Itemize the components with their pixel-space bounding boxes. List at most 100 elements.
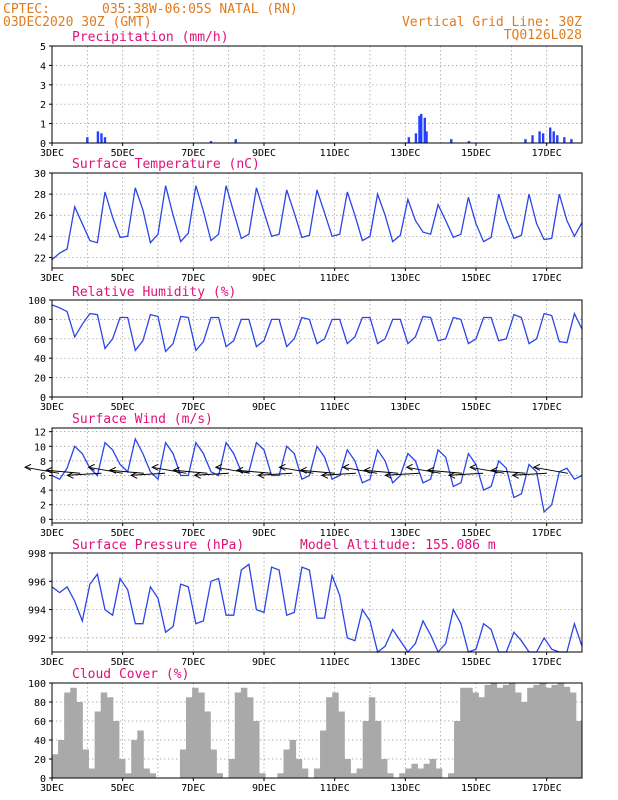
cloud-cover-bar: [454, 721, 461, 778]
pressure-annotation: Model Altitude: 155.086 m: [300, 538, 496, 553]
cloud-cover-bar: [563, 686, 571, 778]
wind-arrow-head: [193, 471, 201, 479]
temp-ytick-label: 26: [34, 211, 46, 222]
precip-bar: [552, 131, 555, 143]
cloud-cover-bar: [100, 692, 108, 778]
cloud-cover-bar: [380, 759, 388, 778]
rh-xtick-label: 13DEC: [390, 402, 420, 413]
wind-arrow-head: [490, 466, 498, 474]
header-code: TQ0126L028: [504, 28, 582, 43]
cloud-cover-bar: [82, 749, 89, 778]
wind-xtick-label: 5DEC: [111, 528, 135, 539]
precip-bar: [524, 139, 527, 143]
precip-frame: [51, 45, 583, 144]
temp-xtick-label: 9DEC: [252, 273, 276, 284]
cloud-xtick-label: 11DEC: [320, 783, 350, 794]
wind-arrow-head: [363, 466, 371, 474]
wind-arrow-head: [66, 471, 74, 479]
cloud-cover-bar: [313, 768, 321, 778]
rh-ytick-label: 20: [34, 374, 46, 385]
cloud-cover-bar: [137, 730, 144, 778]
cloud-cover-bar: [411, 763, 418, 778]
cloud-panel: 0 20 40 60 80 100 3DEC 5DEC 7DEC 9DEC 11DEC 13DEC 15…: [28, 667, 583, 794]
precip-bar: [414, 133, 418, 143]
wind-arrow-head: [405, 463, 413, 471]
wind-arrow-head: [341, 463, 350, 471]
precip-ytick-label: 2: [40, 100, 46, 111]
cloud-cover-bar: [423, 763, 431, 778]
cloud-cover-bar: [64, 692, 71, 778]
precip-bar: [549, 127, 552, 143]
header-grid-note: Vertical Grid Line: 30Z: [402, 15, 582, 30]
wind-arrow: [24, 466, 60, 474]
cloud-cover-bar: [192, 687, 199, 778]
wind-arrow: [237, 469, 272, 474]
cloud-cover-bar: [125, 773, 132, 778]
precip-bar: [96, 131, 100, 143]
cloud-cover-bar: [338, 711, 345, 778]
cloud-cover-bar: [405, 768, 412, 778]
wind-arrow-head: [532, 463, 541, 471]
cloud-cover-bar: [368, 697, 376, 778]
precip-bar: [234, 139, 237, 143]
wind-arrow-head: [511, 471, 519, 479]
wind-arrow: [533, 466, 568, 474]
cloud-title: Cloud Cover (%): [72, 667, 189, 682]
wind-title: Surface Wind (m/s): [72, 412, 213, 427]
pressure-xtick-label: 3DEC: [40, 657, 64, 668]
temp-ytick-label: 30: [34, 169, 46, 180]
cloud-cover-bar: [131, 740, 138, 778]
temp-frame: [51, 172, 583, 269]
cloud-cover-bar: [320, 730, 327, 778]
cloud-cover-bar: [496, 687, 504, 778]
precip-ytick-label: 3: [40, 81, 46, 92]
temp-ytick-label: 22: [34, 253, 46, 264]
cloud-cover-bar: [387, 773, 394, 778]
precip-title: Precipitation (mm/h): [72, 30, 229, 45]
cloud-cover-bar: [301, 768, 309, 778]
precip-ytick-label: 4: [40, 61, 46, 72]
wind-ytick-label: 12: [34, 428, 46, 439]
precip-panel: 0 1 2 3 4 5 3DEC 5DEC 7DEC 9DEC 11DEC 13DEC 15DEC 17D…: [40, 30, 583, 159]
temp-ytick-label: 28: [34, 190, 46, 201]
temp-xtick-label: 3DEC: [40, 273, 64, 284]
wind-arrow-head: [214, 463, 223, 471]
precip-bar: [450, 139, 453, 143]
cloud-cover-bar: [533, 684, 540, 778]
wind-ytick-label: 0: [40, 515, 46, 526]
temp-xtick-label: 5DEC: [111, 273, 135, 284]
cloud-cover-bar: [350, 773, 357, 778]
wind-arrow: [194, 472, 229, 476]
precip-bar: [407, 137, 411, 143]
wind-series-line: [51, 437, 583, 514]
wind-arrow-head: [151, 463, 159, 471]
cloud-cover-bar: [253, 721, 260, 778]
cloud-cover-bar: [234, 692, 242, 778]
cloud-cover-bar: [112, 721, 120, 778]
cloud-cover-bar: [490, 683, 498, 778]
rh-series-line: [51, 304, 583, 353]
pressure-xtick-label: 17DEC: [532, 657, 562, 668]
cloud-cover-bar: [429, 759, 437, 778]
rh-frame: [51, 299, 583, 398]
precip-bar: [423, 117, 426, 143]
wind-arrow: [321, 472, 356, 476]
temp-xtick-label: 13DEC: [390, 273, 420, 284]
precip-ytick-label: 1: [40, 120, 46, 131]
rh-xtick-label: 7DEC: [181, 402, 205, 413]
precip-bar: [103, 137, 107, 143]
temp-series-line: [51, 185, 583, 261]
cloud-cover-bar: [460, 687, 467, 778]
precip-xtick-label: 11DEC: [320, 148, 350, 159]
wind-arrow: [470, 466, 505, 474]
cloud-cover-bar: [94, 711, 102, 778]
wind-arrow: [258, 472, 293, 476]
precip-xtick-label: 5DEC: [111, 148, 135, 159]
wind-xtick-label: 17DEC: [532, 528, 562, 539]
cloud-ytick-label: 80: [34, 698, 46, 709]
rh-xtick-label: 17DEC: [532, 402, 562, 413]
wind-arrow-head: [278, 463, 286, 471]
wind-arrow-head: [45, 466, 53, 474]
wind-ytick-label: 2: [40, 501, 46, 512]
wind-arrow: [215, 466, 250, 474]
